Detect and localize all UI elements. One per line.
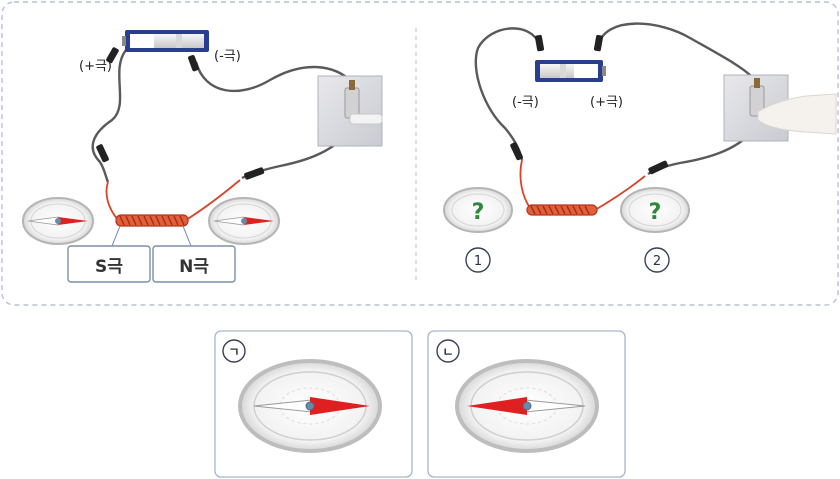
option-1-compass xyxy=(238,359,382,453)
coil-a-right-connector xyxy=(182,225,192,247)
compass-b-2: ? xyxy=(620,187,690,233)
option-1-marker-circle xyxy=(222,339,246,363)
coil-b-lead-right xyxy=(594,175,646,211)
finger-pressing-switch xyxy=(757,93,837,135)
option-1-needle-red xyxy=(310,397,370,415)
option-2-marker: ㄴ xyxy=(442,345,453,359)
option-2-compass xyxy=(455,359,599,453)
clip-b-1 xyxy=(534,34,545,52)
battery-a-positive-label: (+극) xyxy=(79,59,112,74)
coil-a-left-pole-box xyxy=(67,245,151,283)
marker-2: 2 xyxy=(653,254,661,269)
option-card-1: ㄱ xyxy=(214,330,413,478)
compass-b-1: ? xyxy=(443,187,513,233)
clip-a-2 xyxy=(188,55,199,72)
option-1-marker: ㄱ xyxy=(228,345,239,359)
coil-a-lead-right xyxy=(185,179,241,221)
coil-a-lead-left xyxy=(105,181,119,221)
option-card-2: ㄴ xyxy=(427,330,626,478)
clip-b-2 xyxy=(593,34,604,52)
coil-b-windings xyxy=(530,205,590,215)
battery-b-positive-label: (+극) xyxy=(590,95,623,110)
clip-b-4 xyxy=(648,160,669,175)
marker-1-circle xyxy=(465,247,491,273)
compass-a-right xyxy=(208,197,280,245)
compass-a-right-needle-red xyxy=(244,217,274,225)
coil-b-lead-left xyxy=(519,159,531,209)
wire-b-top xyxy=(596,22,756,81)
battery-b-negative-label: (-극) xyxy=(512,95,539,110)
option-2-marker-circle xyxy=(436,339,460,363)
compass-b-2-question: ? xyxy=(649,200,662,225)
wire-a-right xyxy=(194,61,353,93)
compass-a-left-needle-red xyxy=(58,217,88,225)
battery-a-negative-label: (-극) xyxy=(214,49,241,64)
coil-a-left-connector xyxy=(111,225,121,247)
experiment-a: (+극) (-극) S극 N극 xyxy=(22,30,383,283)
marker-2-circle xyxy=(644,247,670,273)
coil-a-windings xyxy=(119,215,185,226)
coil-a-right-pole: N극 xyxy=(179,257,209,277)
switch-a xyxy=(317,75,383,147)
marker-1: 1 xyxy=(474,254,482,269)
compass-a-left xyxy=(22,197,94,245)
experiment-b: (-극) (+극) ? ? 1 2 xyxy=(443,22,837,273)
clip-b-3 xyxy=(510,142,523,161)
battery-b xyxy=(535,60,606,82)
battery-a xyxy=(122,30,209,52)
clip-a-3 xyxy=(96,144,109,163)
coil-a-right-pole-box xyxy=(152,245,236,283)
clip-a-4 xyxy=(244,167,265,180)
clip-a-1 xyxy=(106,47,119,64)
wire-a-left xyxy=(91,49,127,183)
option-2-needle-red xyxy=(467,397,527,415)
coil-a-left-pole: S극 xyxy=(95,257,123,277)
wire-b-left xyxy=(474,27,542,161)
compass-b-1-question: ? xyxy=(472,200,485,225)
